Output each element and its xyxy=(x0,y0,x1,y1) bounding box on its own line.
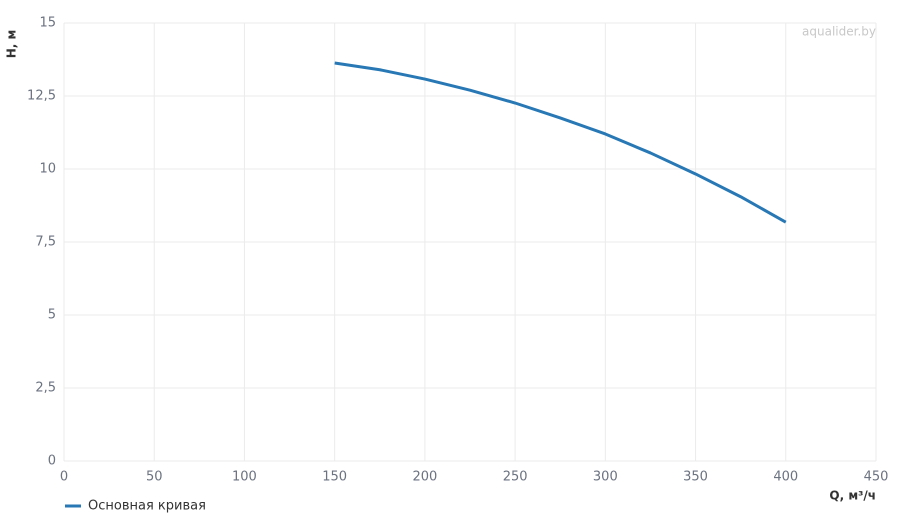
x-tick-label: 50 xyxy=(146,470,163,485)
x-tick-label: 150 xyxy=(322,470,347,485)
y-tick-label: 10 xyxy=(39,162,56,177)
x-tick-label: 200 xyxy=(412,470,437,485)
y-tick-label: 5 xyxy=(48,308,56,323)
x-tick-label: 100 xyxy=(232,470,257,485)
x-axis-label: Q, м³/ч xyxy=(829,489,876,503)
x-tick-label: 450 xyxy=(864,470,889,485)
y-tick-label: 2,5 xyxy=(35,381,56,396)
x-tick-label: 300 xyxy=(593,470,618,485)
y-axis-label: H, м xyxy=(5,30,19,59)
x-tick-label: 350 xyxy=(683,470,708,485)
y-tick-label: 0 xyxy=(48,454,56,469)
x-tick-label: 400 xyxy=(773,470,798,485)
y-tick-label: 15 xyxy=(39,16,56,31)
x-tick-label: 0 xyxy=(60,470,68,485)
series-line xyxy=(334,61,787,224)
x-tick-label: 250 xyxy=(503,470,528,485)
y-tick-label: 12,5 xyxy=(27,89,56,104)
watermark: aqualider.by xyxy=(802,25,876,39)
legend-label[interactable]: Основная кривая xyxy=(88,499,206,514)
y-tick-label: 7,5 xyxy=(35,235,56,250)
